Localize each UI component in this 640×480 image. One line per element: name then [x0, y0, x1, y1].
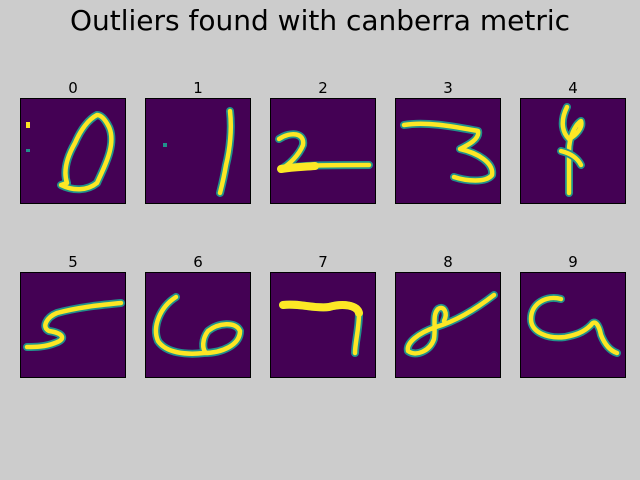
digit-image-5: [20, 272, 126, 378]
digit-image-3: [395, 98, 501, 204]
digit-image-1: [145, 98, 251, 204]
figure-title: Outliers found with canberra metric: [69, 4, 571, 37]
panel-title-3: 3: [443, 79, 453, 97]
panel-title-6: 6: [193, 253, 203, 271]
digit-svg-7: [271, 273, 375, 377]
digit-svg-6: [146, 273, 250, 377]
panel-title-1: 1: [193, 79, 203, 97]
panel-title-2: 2: [318, 79, 328, 97]
digit-svg-3: [396, 99, 500, 203]
panel-title-4: 4: [568, 79, 578, 97]
digit-panel-1: 1: [145, 78, 251, 204]
digit-svg-0: [21, 99, 125, 203]
digit-image-2: [270, 98, 376, 204]
digit-panel-5: 5: [20, 252, 126, 378]
digit-panel-0: 0: [20, 78, 126, 204]
digit-image-7: [270, 272, 376, 378]
digit-image-8: [395, 272, 501, 378]
digit-panel-2: 2: [270, 78, 376, 204]
digit-panel-9: 9: [520, 252, 626, 378]
digit-svg-4: [521, 99, 625, 203]
panel-title-0: 0: [68, 79, 78, 97]
digit-panel-6: 6: [145, 252, 251, 378]
digit-panel-8: 8: [395, 252, 501, 378]
digit-image-4: [520, 98, 626, 204]
digit-svg-8: [396, 273, 500, 377]
digit-panel-4: 4: [520, 78, 626, 204]
panel-title-9: 9: [568, 253, 578, 271]
digit-panel-7: 7: [270, 252, 376, 378]
digit-svg-1: [146, 99, 250, 203]
digit-panel-3: 3: [395, 78, 501, 204]
digit-svg-5: [21, 273, 125, 377]
digit-svg-2: [271, 99, 375, 203]
digit-image-0: [20, 98, 126, 204]
panel-title-5: 5: [68, 253, 78, 271]
panel-title-7: 7: [318, 253, 328, 271]
panel-title-8: 8: [443, 253, 453, 271]
digit-image-6: [145, 272, 251, 378]
digit-image-9: [520, 272, 626, 378]
digit-svg-9: [521, 273, 625, 377]
